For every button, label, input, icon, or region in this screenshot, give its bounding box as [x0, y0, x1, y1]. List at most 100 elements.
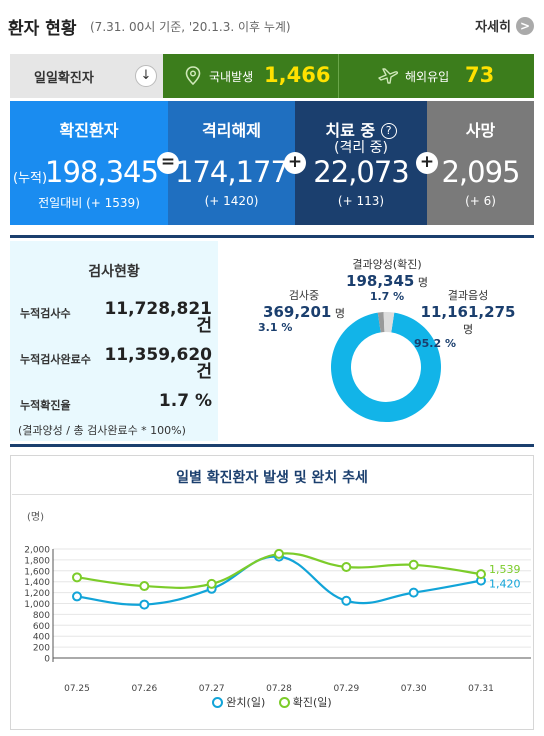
- daily-trend-chart: (명) 02004006008001,0001,2001,4001,6001,80…: [24, 511, 531, 694]
- y-tick-label: 1,200: [24, 589, 50, 599]
- donut-testing-group: 검사중 369,201 명 3.1 %: [254, 287, 354, 334]
- data-point: [341, 595, 352, 606]
- equals-icon: =: [157, 152, 179, 174]
- donut-slice: [331, 312, 441, 422]
- stat-treating-diff: (+ 113): [337, 194, 385, 208]
- case-stats: 확진환자 (누적) 198,345 전일대비 (+ 1539) 격리해제 174…: [10, 101, 534, 225]
- data-point: [72, 572, 82, 583]
- end-value-label: 1,420: [489, 578, 521, 591]
- test-row-unit: 건: [196, 316, 212, 336]
- y-axis-label: (명): [27, 511, 44, 523]
- stat-treating: 치료 중 ? (격리 중) 22,073 (+ 113): [295, 101, 427, 225]
- x-tick-label: 07.28: [266, 684, 292, 694]
- donut-negative-group: 결과음성 11,161,275 명 95.2 %: [408, 287, 528, 350]
- donut-negative-value: 11,161,275: [420, 303, 516, 321]
- help-icon[interactable]: ?: [380, 123, 397, 139]
- stat-confirmed-prefix: (누적): [13, 171, 48, 186]
- data-point: [72, 591, 82, 602]
- legend-item-recovered[interactable]: 완치(일): [212, 694, 265, 710]
- donut-testing-value: 369,201: [263, 303, 332, 321]
- donut-testing-pct: 3.1 %: [258, 321, 293, 334]
- x-tick-label: 07.31: [468, 684, 494, 694]
- plus-icon: +: [284, 152, 306, 174]
- x-tick-label: 07.29: [333, 684, 359, 694]
- more-details-link[interactable]: 자세히 >: [475, 16, 534, 35]
- domestic-label: 국내발생: [209, 70, 254, 84]
- test-row-key: 누적확진율: [20, 399, 71, 412]
- daily-trend-chart-panel: 일별 확진환자 발생 및 완치 추세 (명) 0 200 400 600 800 1,000…: [10, 455, 534, 730]
- page-header: 환자 현황 (7.31. 00시 기준, '20.1.3. 이후 누계) 자세히…: [0, 0, 544, 50]
- y-tick-label: 800: [33, 611, 50, 621]
- stat-treating-subtitle: (격리 중): [333, 140, 388, 156]
- chart-title-divider: [12, 494, 532, 495]
- donut-positive-unit: 명: [417, 276, 428, 289]
- donut-slice: [377, 312, 385, 333]
- imported-box: 해외유입 73: [338, 54, 534, 98]
- stat-confirmed-diff: 전일대비 (+ 1539): [38, 196, 140, 210]
- more-details-label: 자세히: [475, 20, 511, 35]
- stat-treating-title-row: 치료 중 ?: [295, 117, 427, 141]
- stat-released-title: 격리해제: [202, 121, 261, 140]
- test-title: 검사현황: [88, 264, 140, 280]
- chart-legend: 완치(일) 확진(일): [11, 694, 533, 711]
- test-donut-panel: 결과양성(확진) 198,345 명 1.7 % 검사중 369,201 명 3…: [218, 241, 534, 441]
- stat-treating-title: 치료 중: [325, 121, 376, 140]
- data-point: [139, 581, 150, 592]
- end-value-label: 1,539: [489, 563, 521, 576]
- stat-confirmed-title: 확진환자: [59, 121, 119, 140]
- stat-deaths: 사망 2,095 (+ 6): [427, 101, 534, 225]
- stat-released: 격리해제 174,177 (+ 1420): [168, 101, 295, 225]
- y-tick-label: 2,000: [24, 546, 50, 556]
- data-point: [139, 599, 150, 610]
- stat-confirmed-value: 198,345: [45, 155, 159, 189]
- chart-title: 일별 확진환자 발생 및 완치 추세: [176, 470, 368, 486]
- test-row-value: 1.7 %: [158, 391, 212, 411]
- page-title: 환자 현황: [8, 19, 77, 39]
- test-row-value: 11,359,620: [104, 345, 212, 365]
- data-point: [274, 548, 284, 559]
- data-point: [341, 561, 352, 572]
- data-point: [408, 587, 419, 598]
- arrow-down-icon[interactable]: ↓: [135, 65, 157, 87]
- y-tick-label: 1,600: [24, 567, 50, 577]
- series-line: [76, 555, 482, 606]
- x-tick-label: 07.30: [401, 684, 427, 694]
- y-tick-label: 1,800: [24, 556, 50, 566]
- x-tick-label: 07.25: [64, 684, 90, 694]
- data-point: [476, 569, 486, 580]
- donut-positive-value: 198,345: [346, 272, 415, 290]
- donut-testing-count: 369,201 명: [254, 303, 354, 321]
- legend-label: 완치(일): [226, 696, 266, 709]
- legend-marker: [212, 696, 224, 708]
- stat-released-diff: (+ 1420): [204, 194, 259, 208]
- plus-icon: +: [416, 152, 438, 174]
- daily-label: 일일확진자: [34, 71, 94, 86]
- domestic-box: 국내발생 1,466: [163, 54, 338, 98]
- y-tick-label: 600: [33, 622, 50, 632]
- airplane-icon: [378, 68, 399, 84]
- donut-positive-group: 결과양성(확진) 198,345 명 1.7 %: [322, 256, 452, 303]
- y-tick-label: 0: [44, 655, 50, 665]
- legend-marker: [278, 696, 290, 708]
- chevron-right-icon: >: [516, 16, 534, 35]
- legend-label: 확진(일): [292, 696, 332, 709]
- donut-negative-unit: 명: [462, 323, 474, 336]
- test-row-key: 누적검사수: [20, 307, 71, 320]
- y-tick-label: 200: [33, 644, 50, 654]
- domestic-value: 1,466: [264, 63, 331, 87]
- daily-confirmed-bar: 일일확진자 ↓ 국내발생 1,466 해외유입 73: [10, 54, 534, 98]
- y-tick-label: 1,400: [24, 578, 50, 588]
- imported-label: 해외유입: [405, 70, 450, 84]
- stat-deaths-title: 사망: [465, 121, 496, 140]
- donut-slice: [383, 312, 395, 333]
- test-row-value: 11,728,821: [104, 299, 212, 319]
- legend-item-confirmed[interactable]: 확진(일): [278, 694, 332, 710]
- donut-testing-label: 검사중: [288, 289, 320, 302]
- donut-positive-count: 198,345 명: [322, 272, 452, 290]
- test-row-value-block: 11,728,821 건: [104, 301, 212, 335]
- donut-positive-label: 결과양성(확진): [352, 258, 422, 271]
- data-point: [408, 559, 419, 570]
- test-donut-chart: [331, 312, 441, 422]
- section-divider: [10, 444, 534, 447]
- donut-negative-pct: 95.2 %: [414, 337, 456, 350]
